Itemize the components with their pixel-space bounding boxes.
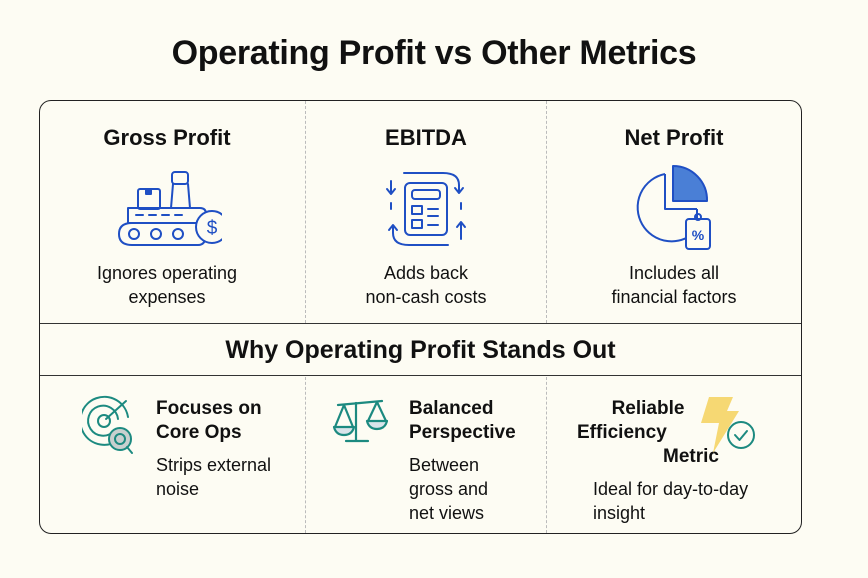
- metric-heading: Gross Profit: [103, 125, 231, 150]
- reason-heading: Focuses on Core Ops: [156, 398, 262, 443]
- reason-description: Ideal for day-to-day insight: [593, 479, 749, 523]
- section-title: Why Operating Profit Stands Out: [225, 336, 616, 364]
- pie-chart-percent-icon: %: [636, 165, 711, 250]
- target-focus-icon: [82, 395, 133, 454]
- metric-heading: EBITDA: [385, 125, 467, 150]
- column-divider: [305, 377, 306, 533]
- svg-text:$: $: [207, 218, 218, 239]
- section-divider-bottom: [40, 375, 801, 376]
- calculator-cycle-icon: [386, 172, 466, 246]
- reason-heading: Reliable Efficiency Metric: [577, 398, 719, 467]
- metric-card-net-profit: Net Profit % Includes all financial fact…: [547, 101, 801, 323]
- svg-text:%: %: [692, 227, 705, 243]
- lightning-check-icon: [701, 397, 755, 453]
- balance-scale-icon: [332, 399, 388, 443]
- reason-focuses-core-ops: Focuses on Core Ops Strips external nois…: [40, 377, 305, 533]
- column-divider: [546, 101, 547, 323]
- metric-description: Includes all financial factors: [611, 263, 737, 307]
- page-title: Operating Profit vs Other Metrics: [171, 34, 697, 72]
- section-divider-top: [40, 323, 801, 324]
- reason-reliable-efficiency: Reliable Efficiency Metric Ideal for day…: [547, 377, 801, 533]
- reason-balanced-perspective: Balanced Perspective Between gross and n…: [306, 377, 546, 533]
- metric-card-ebitda: EBITDA Adds back non-cash costs: [306, 101, 546, 323]
- column-divider: [546, 377, 547, 533]
- column-divider: [305, 101, 306, 323]
- metric-card-gross-profit: Gross Profit $ Ignores operating expense…: [40, 101, 294, 323]
- comparison-frame: Gross Profit $ Ignores operating expense…: [39, 100, 802, 534]
- metric-description: Ignores operating expenses: [96, 263, 238, 307]
- reason-heading: Balanced Perspective: [409, 398, 516, 443]
- reason-description: Between gross and net views: [409, 455, 489, 523]
- factory-dollar-icon: $: [118, 171, 222, 246]
- metric-description: Adds back non-cash costs: [365, 263, 487, 307]
- metric-heading: Net Profit: [624, 125, 724, 150]
- reason-description: Strips external noise: [156, 455, 272, 499]
